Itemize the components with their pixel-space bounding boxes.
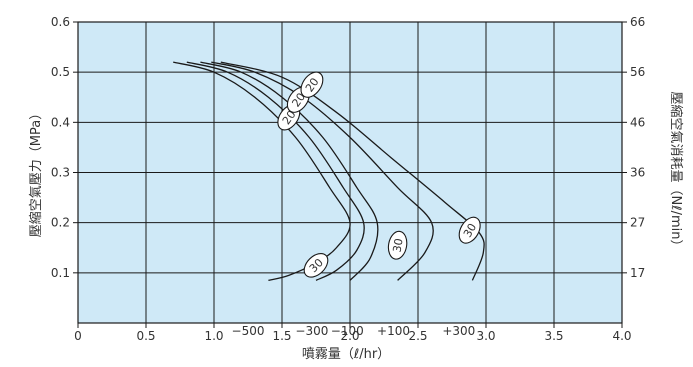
y2-tick-label: 66 bbox=[630, 15, 645, 29]
y-tick-label: 0.2 bbox=[51, 216, 70, 230]
y-tick-label: 0.1 bbox=[51, 266, 70, 280]
y2-tick-label: 46 bbox=[630, 115, 645, 129]
curve-label-text: 30 bbox=[461, 221, 479, 240]
series-line bbox=[211, 61, 434, 281]
x-axis-label: 噴霧量（ℓ/hr） bbox=[302, 347, 390, 362]
curve-label-oval bbox=[303, 252, 329, 278]
y-tick-label: 0.3 bbox=[51, 166, 70, 180]
series-annotation: −100 bbox=[331, 324, 364, 338]
curve-label-oval bbox=[458, 216, 481, 244]
x-tick-label: 3.0 bbox=[476, 329, 495, 343]
y2-tick-label: 17 bbox=[630, 266, 645, 280]
y-tick-label: 0.6 bbox=[51, 15, 70, 29]
series-annotation: +300 bbox=[442, 324, 475, 338]
x-tick-label: 2.5 bbox=[408, 329, 427, 343]
y-tick-label: 0.4 bbox=[51, 115, 70, 129]
series-annotation: +100 bbox=[377, 324, 410, 338]
x-tick-label: 4.0 bbox=[612, 329, 631, 343]
y2-tick-label: 27 bbox=[630, 216, 645, 230]
x-tick-label: 3.5 bbox=[544, 329, 563, 343]
series-line bbox=[173, 61, 351, 281]
x-tick-label: 1.5 bbox=[272, 329, 291, 343]
curve-label-oval bbox=[300, 71, 324, 98]
series-line bbox=[186, 61, 365, 281]
x-tick-label: 2.0 bbox=[340, 329, 359, 343]
y2-tick-label: 56 bbox=[630, 65, 645, 79]
y2-axis-label: 壓縮空氣消耗量（Nℓ/min） bbox=[668, 92, 684, 253]
x-tick-label: 1.0 bbox=[204, 329, 223, 343]
x-tick-label: 0.5 bbox=[136, 329, 155, 343]
y-tick-label: 0.5 bbox=[51, 65, 70, 79]
y-axis-label: 壓縮空氣壓力（MPa） bbox=[28, 107, 44, 237]
series-annotation: −500 bbox=[232, 324, 265, 338]
y2-tick-label: 36 bbox=[630, 166, 645, 180]
series-annotation: −300 bbox=[295, 324, 328, 338]
series-line bbox=[220, 61, 485, 281]
series-line bbox=[200, 61, 379, 281]
curve-label-text: 30 bbox=[390, 237, 405, 253]
x-tick-label: 0 bbox=[74, 329, 82, 343]
curve-label-oval bbox=[387, 230, 408, 260]
